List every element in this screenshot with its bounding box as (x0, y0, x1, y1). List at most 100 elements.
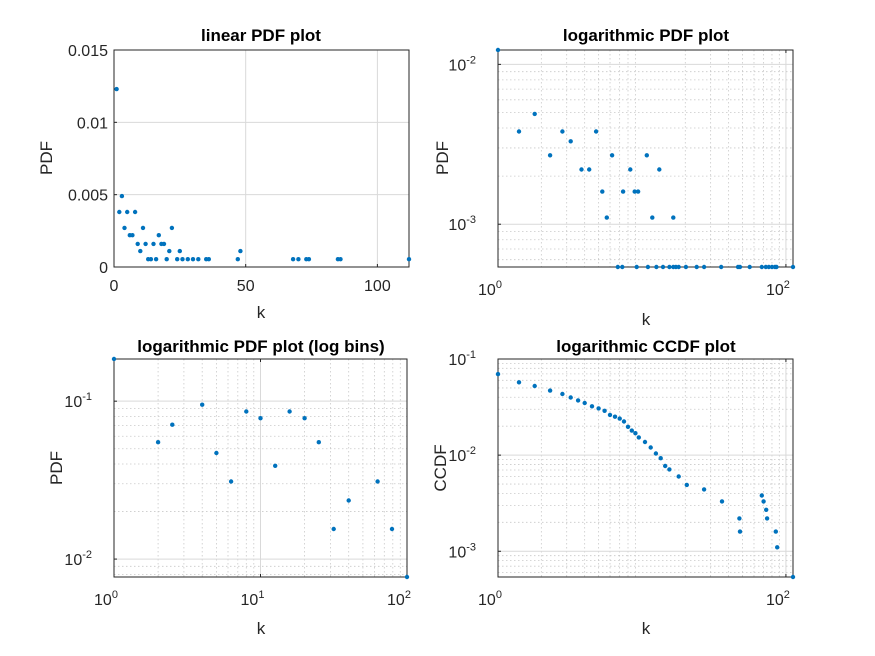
data-point (676, 474, 681, 479)
data-point (296, 257, 301, 262)
data-point (775, 545, 780, 550)
data-point (653, 451, 659, 456)
data-point (302, 416, 307, 421)
panel-log-ccdf-title: logarithmic CCDF plot (556, 337, 736, 356)
data-point (214, 450, 219, 456)
data-point (495, 47, 501, 53)
panel-log-pdf-logbins: logarithmic PDF plot (log bins) k PDF 10… (47, 337, 411, 638)
data-point (764, 516, 770, 521)
data-point (290, 257, 296, 262)
data-point (761, 499, 766, 504)
data-point (683, 264, 689, 270)
data-point (560, 391, 565, 397)
data-point (587, 167, 592, 172)
data-point (306, 257, 312, 262)
data-point (609, 153, 615, 158)
linear-pdf-x-tick-label: 50 (237, 278, 255, 295)
panel-linear-pdf-title: linear PDF plot (201, 26, 321, 45)
log-pdf-logbins-points (111, 356, 410, 580)
panel-log-pdf-xlabel: k (642, 310, 651, 329)
data-point (130, 233, 135, 238)
data-point (568, 395, 573, 400)
data-point (633, 431, 638, 436)
data-point (642, 439, 648, 445)
data-point (122, 225, 127, 231)
panel-linear-pdf: linear PDF plot k PDF 0 50 100 0 0.005 0.01 0.… (37, 26, 412, 322)
data-point (719, 499, 725, 504)
data-point (650, 215, 655, 220)
data-point (190, 257, 196, 262)
data-point (235, 257, 240, 262)
panel-log-pdf-title: logarithmic PDF plot (563, 26, 730, 45)
log-ccdf-axes-box (497, 358, 794, 578)
data-point (773, 529, 778, 534)
panel-log-pdf: logarithmic PDF plot k PDF 100 102 10-3 10-… (433, 26, 796, 329)
data-point (164, 257, 169, 262)
data-point (747, 264, 752, 270)
data-point (676, 264, 681, 270)
panel-log-ccdf-ylabel: CCDF (431, 444, 450, 491)
data-point (244, 409, 249, 414)
data-point (617, 416, 622, 421)
data-point (660, 264, 666, 270)
panel-log-pdf-ylabel: PDF (433, 141, 452, 175)
data-point (185, 257, 190, 262)
data-point (764, 507, 769, 512)
data-point (346, 498, 351, 503)
data-point (694, 264, 699, 270)
log-pdf-logbins-ticks: 100 101 102 10-2 10-1 (64, 359, 411, 609)
data-point (155, 440, 161, 445)
data-point (287, 409, 292, 414)
data-point (111, 356, 117, 362)
data-point (737, 264, 743, 270)
log-ccdf-x-tick-label: 100 (478, 589, 502, 609)
data-point (156, 233, 161, 238)
panel-log-pdf-logbins-xlabel: k (257, 619, 266, 638)
data-point (593, 129, 599, 134)
data-point (790, 574, 796, 580)
data-point (532, 111, 537, 117)
log-pdf-x-tick-label: 100 (478, 279, 502, 299)
data-point (582, 400, 587, 406)
data-point (547, 388, 553, 393)
data-point (612, 414, 618, 419)
data-point (737, 516, 742, 521)
data-point (206, 257, 211, 262)
data-point (701, 487, 707, 492)
data-point (161, 241, 167, 247)
data-point (375, 479, 380, 484)
log-pdf-logbins-y-tick-label: 10-1 (64, 391, 92, 411)
log-ccdf-y-tick-label: 10-3 (448, 541, 476, 561)
data-point (560, 129, 565, 134)
data-point (516, 380, 522, 385)
log-ccdf-y-tick-label: 10-1 (448, 349, 476, 369)
data-point (663, 463, 668, 469)
data-point (654, 264, 659, 270)
data-point (169, 225, 175, 231)
log-pdf-logbins-y-tick-label: 10-2 (64, 549, 92, 569)
log-pdf-logbins-x-tick-label: 101 (241, 589, 265, 609)
log-pdf-y-tick-label: 10-2 (448, 54, 476, 74)
data-point (316, 440, 321, 445)
data-point (516, 129, 522, 134)
data-point (604, 215, 609, 220)
data-point (636, 435, 641, 440)
data-point (620, 189, 626, 194)
data-point (667, 467, 672, 472)
data-point (579, 167, 584, 172)
data-point (200, 402, 205, 407)
data-point (607, 412, 613, 418)
data-point (625, 424, 631, 429)
data-point (140, 225, 146, 231)
data-point (634, 264, 639, 270)
log-pdf-axes-box (497, 49, 794, 268)
log-pdf-logbins-grid (114, 359, 407, 577)
data-point (629, 428, 634, 433)
data-point (568, 139, 573, 144)
data-point (228, 479, 234, 484)
data-point (684, 482, 689, 488)
data-point (644, 153, 649, 158)
data-point (635, 189, 641, 194)
data-point (117, 209, 122, 215)
data-point (596, 406, 601, 411)
